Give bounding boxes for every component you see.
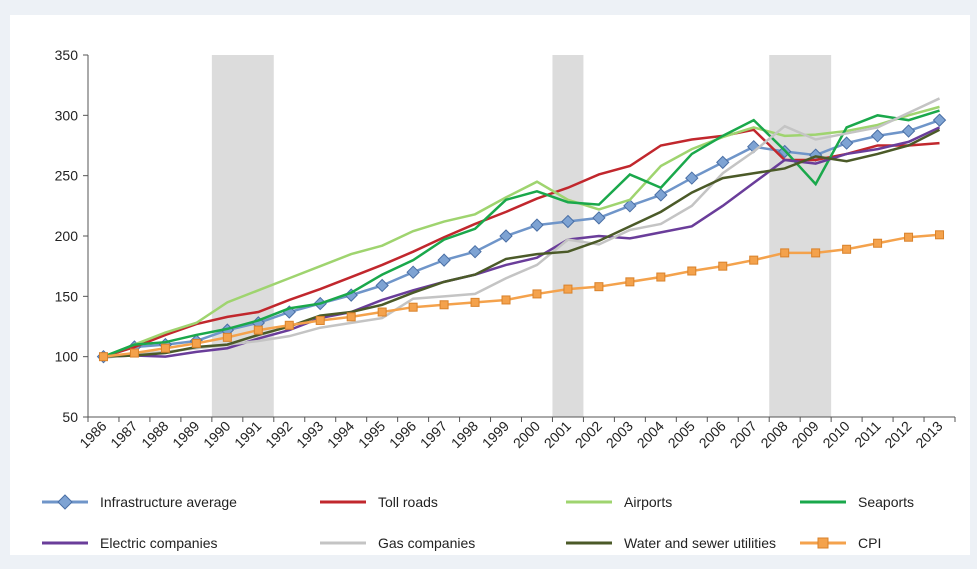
series-line	[103, 105, 940, 358]
marker	[284, 320, 294, 330]
marker	[501, 295, 511, 305]
series-line	[103, 118, 940, 358]
y-tick-label: 50	[62, 409, 78, 425]
marker	[377, 307, 387, 317]
marker	[718, 261, 728, 271]
marker	[346, 312, 356, 322]
marker	[160, 343, 170, 353]
marker	[935, 230, 945, 240]
marker	[654, 188, 668, 202]
marker	[561, 214, 575, 229]
marker	[530, 218, 544, 232]
legend-label: Water and sewer utilities	[624, 535, 776, 551]
marker	[222, 332, 232, 342]
series-line	[103, 128, 940, 358]
legend-marker	[817, 537, 829, 549]
series-line	[103, 109, 940, 358]
marker	[780, 248, 790, 258]
marker	[98, 352, 108, 362]
legend-label: Seaports	[858, 494, 914, 510]
marker	[375, 278, 389, 293]
legend-marker	[57, 494, 73, 510]
marker	[594, 282, 604, 292]
shaded-period	[211, 55, 274, 417]
legend-label: Electric companies	[100, 535, 218, 551]
marker	[904, 232, 914, 242]
marker	[687, 266, 697, 276]
marker	[623, 199, 637, 213]
marker	[191, 338, 201, 348]
marker	[499, 229, 513, 243]
legend-label: Infrastructure average	[100, 494, 237, 510]
marker	[532, 289, 542, 299]
marker	[625, 277, 635, 287]
legend-label: Toll roads	[378, 494, 438, 510]
marker	[470, 297, 480, 307]
marker	[870, 129, 885, 143]
marker	[315, 315, 325, 325]
marker	[901, 124, 916, 138]
marker	[873, 238, 883, 248]
shaded-period	[769, 55, 832, 417]
shaded-period	[552, 55, 584, 417]
marker	[439, 300, 449, 310]
y-tick-label: 150	[55, 288, 79, 304]
legend-label: Airports	[624, 494, 672, 510]
marker	[563, 284, 573, 294]
series-line	[103, 233, 940, 358]
legend-label: CPI	[858, 535, 881, 551]
marker	[592, 211, 606, 225]
marker	[129, 348, 139, 358]
y-tick-label: 100	[55, 349, 79, 365]
legend-label: Gas companies	[378, 535, 475, 551]
marker	[932, 113, 947, 127]
y-tick-label: 200	[55, 228, 79, 244]
marker	[406, 265, 420, 279]
marker	[253, 325, 263, 335]
series-line	[103, 128, 941, 358]
series-line	[103, 97, 941, 360]
y-tick-label: 250	[55, 168, 79, 184]
marker	[749, 255, 759, 265]
y-tick-label: 350	[55, 47, 79, 63]
marker	[437, 253, 451, 267]
marker	[656, 272, 666, 282]
y-tick-label: 300	[55, 107, 79, 123]
marker	[408, 302, 418, 312]
marker	[842, 244, 852, 254]
marker	[468, 244, 482, 259]
marker	[811, 248, 821, 258]
marker	[839, 136, 854, 150]
marker	[685, 171, 699, 185]
marker	[716, 155, 730, 170]
